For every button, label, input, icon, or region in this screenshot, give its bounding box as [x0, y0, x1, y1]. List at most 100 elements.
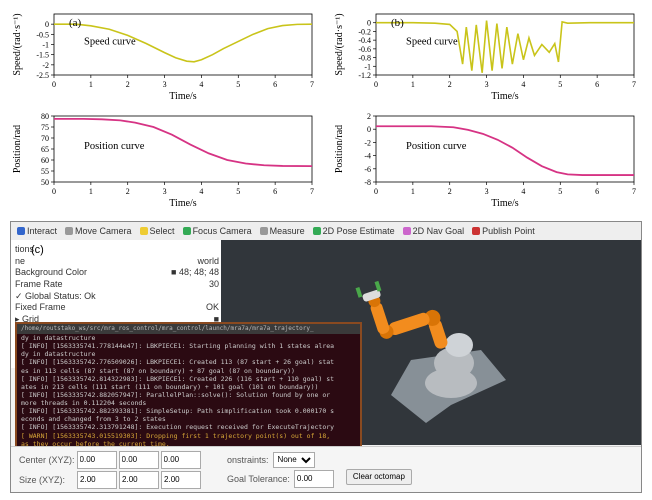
chart-d: 01234567-8-6-4-202Time/sPosition/radPosi…	[330, 110, 644, 215]
svg-text:-0.5: -0.5	[36, 30, 49, 39]
toolbar-focus-camera[interactable]: Focus Camera	[183, 226, 252, 236]
center-y[interactable]	[119, 451, 159, 469]
svg-text:0: 0	[45, 20, 49, 29]
svg-text:1: 1	[411, 80, 415, 89]
tree-row[interactable]: ✓ Global Status: Ok	[15, 291, 225, 303]
svg-text:Speed curve: Speed curve	[84, 37, 136, 48]
svg-text:4: 4	[521, 187, 525, 196]
svg-text:0: 0	[52, 187, 56, 196]
svg-text:2: 2	[448, 80, 452, 89]
svg-text:-1.5: -1.5	[36, 51, 49, 60]
goal-tol-input[interactable]	[294, 470, 334, 488]
svg-text:75: 75	[41, 123, 49, 132]
terminal-line: [ INFO] [1563335742.882057947]: Parallel…	[21, 391, 356, 399]
terminal-line: more threads in 0.112204 seconds	[21, 399, 356, 407]
tree-row[interactable]: tions	[15, 244, 225, 256]
svg-text:Position/rad: Position/rad	[12, 125, 23, 173]
svg-text:5: 5	[236, 80, 240, 89]
svg-text:65: 65	[41, 145, 49, 154]
terminal-line: es in 113 cells (87 start (87 on boundar…	[21, 367, 356, 375]
svg-text:55: 55	[41, 167, 49, 176]
svg-text:-6: -6	[364, 165, 371, 174]
svg-text:6: 6	[595, 187, 599, 196]
size-x[interactable]	[77, 471, 117, 489]
toolbar-measure[interactable]: Measure	[260, 226, 305, 236]
svg-text:2: 2	[448, 187, 452, 196]
svg-text:3: 3	[163, 80, 167, 89]
center-x[interactable]	[77, 451, 117, 469]
terminal-line: [ WARN] [1563335743.015519303]: Dropping…	[21, 432, 356, 440]
svg-text:Speed curve: Speed curve	[406, 37, 458, 48]
svg-text:3: 3	[163, 187, 167, 196]
svg-text:4: 4	[521, 80, 525, 89]
svg-text:0: 0	[52, 80, 56, 89]
goal-tol-label: Goal Tolerance:	[227, 474, 290, 484]
terminal-line: econds and changed from 3 to 2 states	[21, 415, 356, 423]
terminal-line: [ INFO] [1563335742.313791248]: Executio…	[21, 423, 356, 431]
svg-text:Speed/(rad·s⁻¹): Speed/(rad·s⁻¹)	[12, 13, 23, 75]
svg-text:Time/s: Time/s	[491, 198, 519, 209]
svg-text:5: 5	[558, 80, 562, 89]
svg-text:-4: -4	[364, 152, 371, 161]
clear-octomap-button[interactable]: Clear octomap	[346, 469, 412, 485]
toolbar-interact[interactable]: Interact	[17, 226, 57, 236]
svg-text:70: 70	[41, 134, 49, 143]
svg-text:4: 4	[199, 80, 203, 89]
svg-text:0: 0	[374, 80, 378, 89]
svg-text:6: 6	[273, 80, 277, 89]
svg-text:5: 5	[558, 187, 562, 196]
svg-text:-2: -2	[364, 138, 371, 147]
svg-text:7: 7	[632, 80, 636, 89]
rviz-toolbar: Interact Move Camera Select Focus Camera Mea…	[11, 222, 641, 241]
terminal-line: [ INFO] [1563335742.776509026]: LBKPIECE…	[21, 358, 356, 366]
svg-text:1: 1	[89, 187, 93, 196]
toolbar-move-camera[interactable]: Move Camera	[65, 226, 132, 236]
center-z[interactable]	[161, 451, 201, 469]
svg-text:7: 7	[310, 80, 314, 89]
size-label: Size (XYZ):	[19, 475, 65, 485]
svg-text:Position/rad: Position/rad	[334, 125, 345, 173]
svg-text:3: 3	[485, 187, 489, 196]
svg-text:0: 0	[367, 125, 371, 134]
tree-row[interactable]: neworld	[15, 256, 225, 268]
toolbar-2d-pose-estimate[interactable]: 2D Pose Estimate	[313, 226, 395, 236]
rviz-screenshot: (c) Interact Move Camera Select Focus Camer…	[10, 221, 642, 493]
svg-text:Time/s: Time/s	[169, 198, 197, 209]
svg-text:Time/s: Time/s	[491, 91, 519, 102]
size-y[interactable]	[119, 471, 159, 489]
svg-text:50: 50	[41, 178, 49, 187]
size-z[interactable]	[161, 471, 201, 489]
svg-text:1: 1	[89, 80, 93, 89]
svg-text:6: 6	[273, 187, 277, 196]
svg-text:(a): (a)	[69, 17, 82, 29]
svg-text:2: 2	[126, 187, 130, 196]
svg-text:-0.4: -0.4	[358, 36, 371, 45]
toolbar-select[interactable]: Select	[140, 226, 175, 236]
terminal-line: [ INFO] [1563335742.882393381]: SimpleSe…	[21, 407, 356, 415]
svg-text:5: 5	[236, 187, 240, 196]
chart-b: 01234567-1.2-1-0.8-0.6-0.4-0.20Time/sSpe…	[330, 8, 644, 108]
svg-text:6: 6	[595, 80, 599, 89]
terminal-line: dy in datastructure	[21, 350, 356, 358]
tree-row[interactable]: Fixed FrameOK	[15, 302, 225, 314]
toolbar-publish-point[interactable]: Publish Point	[472, 226, 535, 236]
terminal-line: [ INFO] [1563335741.778144e47]: LBKPIECE…	[21, 342, 356, 350]
chart-c: 0123456750556065707580Time/sPosition/rad…	[8, 110, 322, 215]
tree-row[interactable]: Background Color■ 48; 48; 48	[15, 267, 225, 279]
toolbar-2d-nav-goal[interactable]: 2D Nav Goal	[403, 226, 465, 236]
tree-row[interactable]: Frame Rate30	[15, 279, 225, 291]
svg-text:-0.8: -0.8	[358, 54, 371, 63]
terminal[interactable]: /home/routstako_ws/src/mra_ros_control/m…	[15, 322, 362, 460]
terminal-line: dy in datastructure	[21, 334, 356, 342]
center-label: Center (XYZ):	[19, 455, 75, 465]
svg-text:4: 4	[199, 187, 203, 196]
constraints-select[interactable]: None	[273, 452, 315, 468]
chart-a: 01234567-2.5-2-1.5-1-0.50Time/sSpeed/(ra…	[8, 8, 322, 108]
svg-text:2: 2	[126, 80, 130, 89]
svg-text:2: 2	[367, 112, 371, 121]
svg-text:1: 1	[411, 187, 415, 196]
svg-text:3: 3	[485, 80, 489, 89]
panel-label-c: (c)	[31, 244, 44, 256]
svg-text:-2.5: -2.5	[36, 71, 49, 80]
svg-text:Position curve: Position curve	[84, 141, 145, 152]
